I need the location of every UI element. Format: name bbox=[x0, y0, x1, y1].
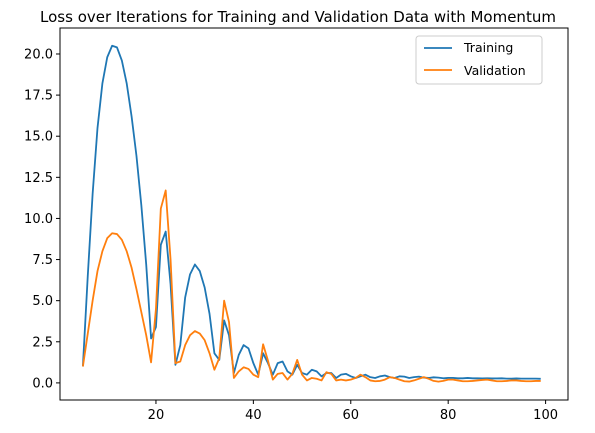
y-tick-label: 7.5 bbox=[32, 253, 53, 268]
y-tick-label: 2.5 bbox=[32, 335, 53, 350]
y-tick-label: 17.5 bbox=[24, 89, 53, 104]
x-tick-label: 60 bbox=[342, 408, 359, 423]
y-tick-label: 0.0 bbox=[32, 376, 53, 391]
chart-title: Loss over Iterations for Training and Va… bbox=[40, 8, 556, 26]
plot-area-frame bbox=[59, 27, 569, 401]
x-axis: 20 40 60 80 100 bbox=[148, 400, 558, 423]
legend: Training Validation bbox=[415, 35, 543, 85]
y-tick-label: 12.5 bbox=[24, 171, 53, 186]
series-line-validation bbox=[81, 189, 541, 383]
y-tick-label: 5.0 bbox=[32, 294, 53, 309]
legend-label-training: Training bbox=[463, 40, 513, 55]
y-tick-label: 20.0 bbox=[24, 47, 53, 62]
y-tick-label: 15.0 bbox=[24, 130, 53, 145]
x-tick-label: 100 bbox=[533, 408, 558, 423]
x-tick-label: 80 bbox=[440, 408, 457, 423]
x-tick-label: 40 bbox=[245, 408, 262, 423]
legend-label-validation: Validation bbox=[464, 63, 526, 78]
y-tick-label: 10.0 bbox=[24, 212, 53, 227]
x-tick-label: 20 bbox=[148, 408, 165, 423]
y-axis: 0.0 2.5 5.0 7.5 10.0 12.5 15.0 17.5 20.0 bbox=[24, 47, 60, 391]
series-line-training bbox=[81, 44, 541, 380]
plot-series-group bbox=[81, 44, 541, 383]
